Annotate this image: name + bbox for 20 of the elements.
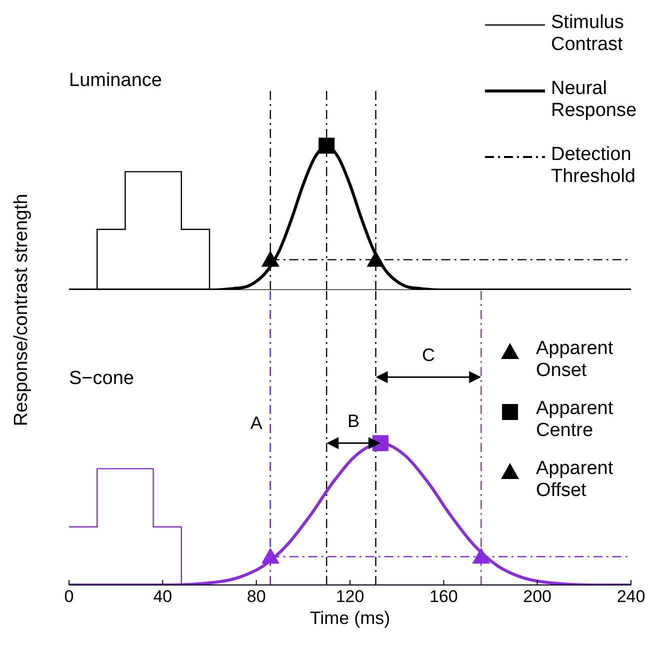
x-tick-label: 0 (64, 587, 74, 606)
text: B (348, 411, 360, 432)
legend-label: Neural Response (551, 78, 638, 122)
chart-title: Luminance (69, 70, 162, 92)
x-tick-label: 160 (429, 587, 458, 606)
y-axis-title: Response/contrast strength (11, 194, 33, 426)
legend-label: Apparent Offset (536, 458, 614, 502)
legend-label: Apparent Centre (536, 398, 614, 442)
x-axis-title: Time (ms) (308, 608, 392, 629)
chart-title: S−cone (69, 368, 134, 390)
x-tick-label: 240 (616, 587, 646, 606)
legend-label: Stimulus Contrast (551, 12, 625, 56)
text: A (250, 413, 262, 434)
x-tick-label: 200 (523, 587, 552, 606)
x-tick-label: 80 (246, 587, 266, 606)
legend-label: Apparent Onset (536, 338, 614, 382)
x-tick-label: 120 (336, 587, 364, 606)
text: C (422, 345, 435, 366)
legend-label: Detection Threshold (551, 144, 636, 188)
x-tick-label: 40 (153, 587, 172, 606)
